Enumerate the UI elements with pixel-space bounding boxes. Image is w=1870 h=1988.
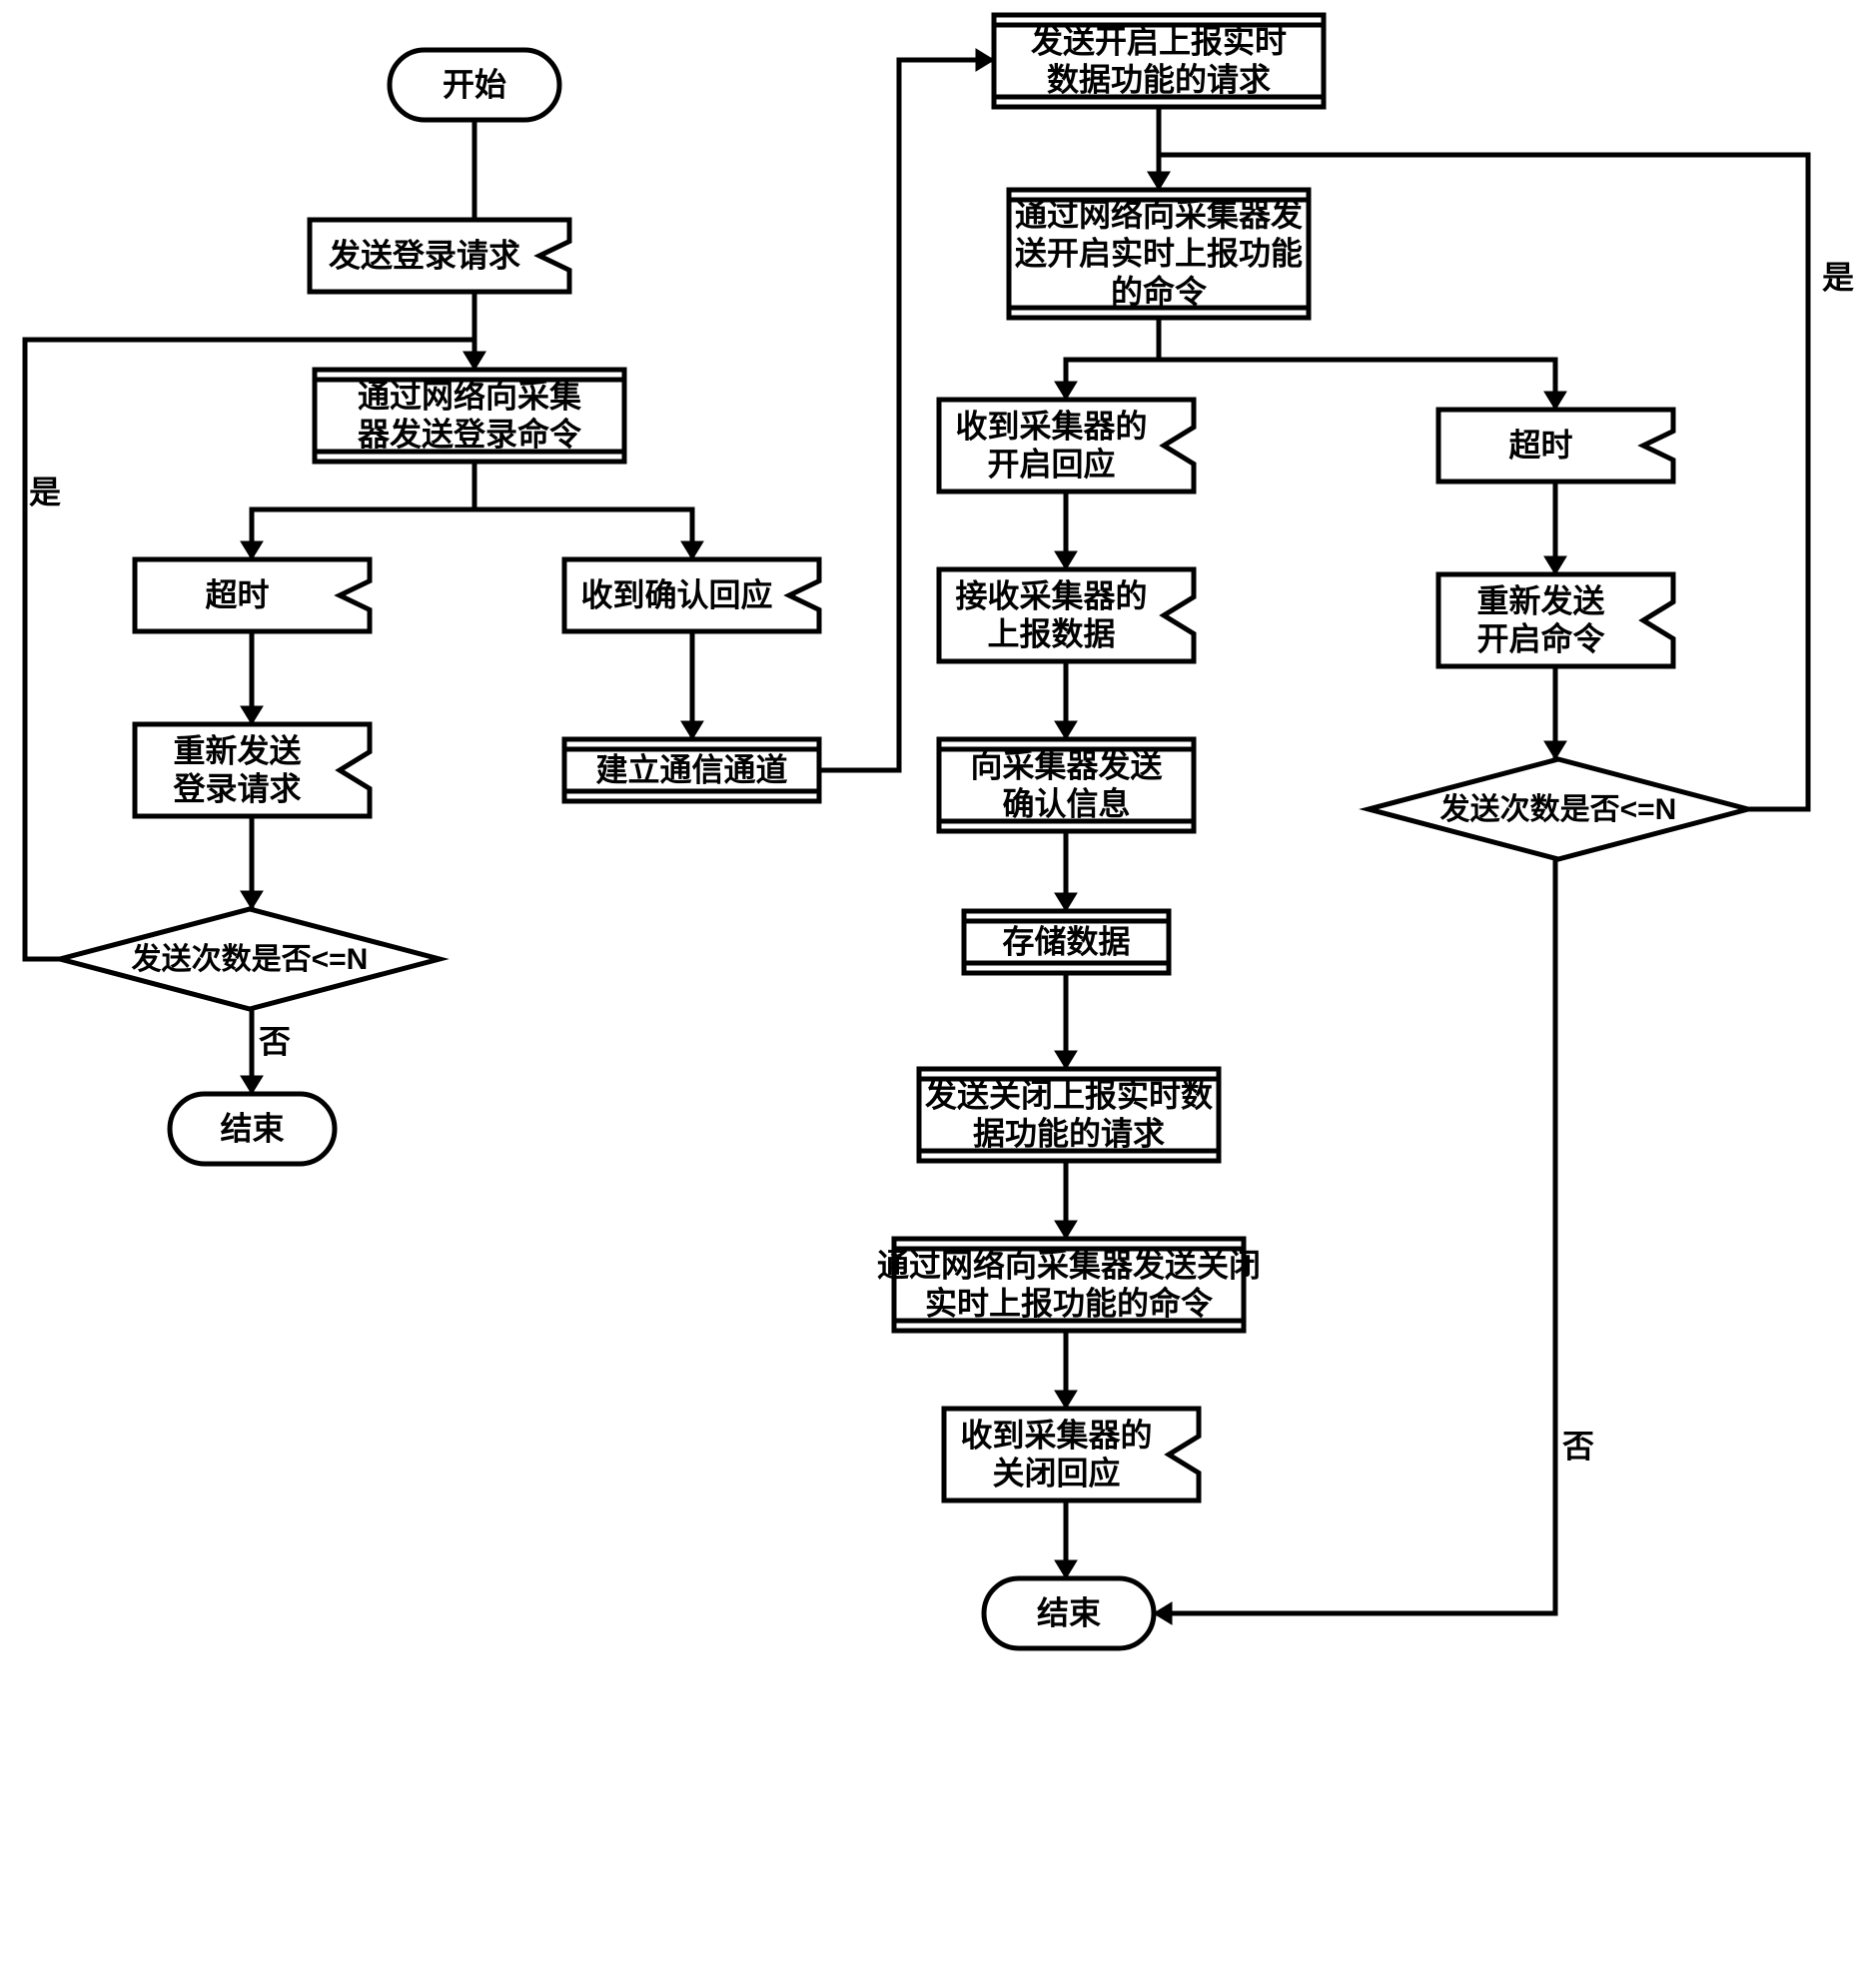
svg-text:数据功能的请求: 数据功能的请求 [1047,62,1271,98]
svg-text:是: 是 [1822,259,1854,295]
svg-text:否: 否 [259,1023,291,1059]
svg-text:送开启实时上报功能: 送开启实时上报功能 [1015,235,1303,271]
svg-text:结束: 结束 [220,1110,284,1146]
svg-text:重新发送: 重新发送 [1476,582,1604,618]
svg-text:向采集器发送: 向采集器发送 [970,747,1162,783]
svg-text:收到采集器的: 收到采集器的 [960,1417,1152,1453]
svg-text:是: 是 [29,474,61,509]
svg-text:重新发送: 重新发送 [173,732,301,768]
svg-text:通过网络向采集器发送关闭: 通过网络向采集器发送关闭 [877,1247,1261,1283]
svg-text:发送次数是否<=N: 发送次数是否<=N [131,943,369,976]
svg-text:确认信息: 确认信息 [1002,786,1130,822]
svg-text:超时: 超时 [1508,427,1572,463]
svg-text:开启命令: 开启命令 [1476,621,1605,657]
svg-text:开始: 开始 [443,66,506,102]
svg-text:否: 否 [1562,1428,1594,1464]
svg-text:发送次数是否<=N: 发送次数是否<=N [1439,793,1677,826]
svg-text:收到确认回应: 收到确认回应 [580,576,772,612]
svg-text:存储数据: 存储数据 [1002,923,1130,959]
svg-text:结束: 结束 [1037,1594,1101,1630]
svg-text:建立通信通道: 建立通信通道 [595,751,787,787]
svg-text:发送关闭上报实时数: 发送关闭上报实时数 [925,1077,1214,1113]
svg-text:关闭回应: 关闭回应 [992,1456,1120,1491]
svg-text:登录请求: 登录请求 [172,771,301,807]
svg-text:器发送登录命令: 器发送登录命令 [357,417,582,453]
svg-text:的命令: 的命令 [1111,274,1208,310]
svg-text:收到采集器的: 收到采集器的 [955,408,1147,444]
svg-text:发送登录请求: 发送登录请求 [329,237,520,273]
svg-text:发送开启上报实时: 发送开启上报实时 [1031,23,1287,59]
svg-text:据功能的请求: 据功能的请求 [973,1116,1165,1152]
svg-text:实时上报功能的命令: 实时上报功能的命令 [925,1286,1214,1322]
svg-text:开启回应: 开启回应 [987,447,1115,483]
svg-text:超时: 超时 [205,576,269,612]
svg-text:接收采集器的: 接收采集器的 [955,577,1147,613]
svg-text:通过网络向采集: 通过网络向采集 [358,378,581,414]
svg-text:通过网络向采集器发: 通过网络向采集器发 [1015,197,1303,233]
svg-text:上报数据: 上报数据 [987,616,1115,652]
